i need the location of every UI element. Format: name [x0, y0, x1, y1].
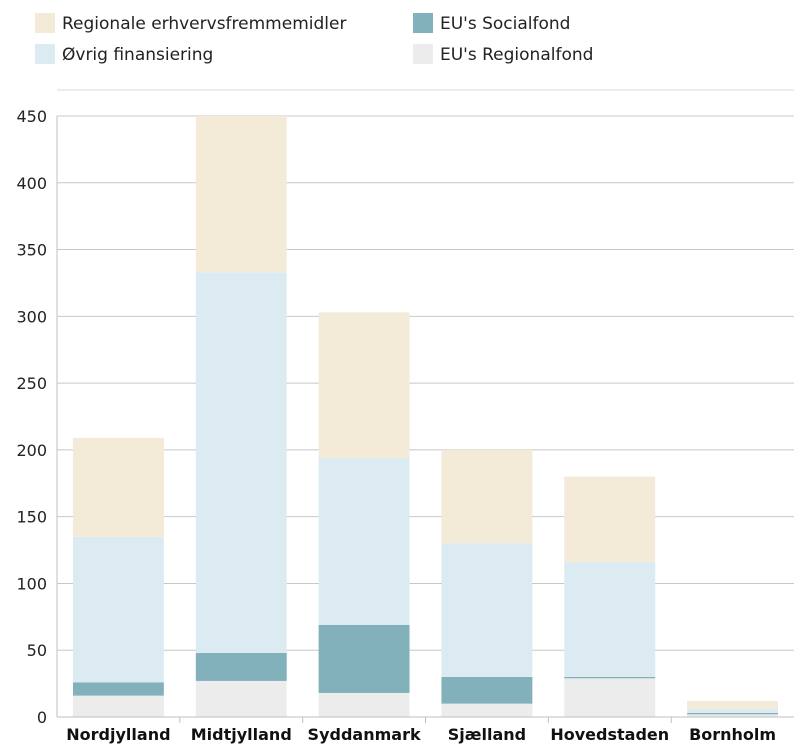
legend: Regionale erhvervsfremmemidler EU's Socia… [35, 13, 593, 65]
y-tick-label: 100 [16, 574, 47, 593]
y-tick-label: 350 [16, 241, 47, 260]
bar-segment-eu-s-regionalfond-bornholm [687, 714, 779, 717]
bar-segment-eu-s-regionalfond-sj-lland [441, 703, 533, 717]
x-tick-label-midtjylland: Midtjylland [191, 725, 292, 744]
bar-segment-vrig-finansiering-hovedstaden [564, 562, 656, 677]
x-tick-label-bornholm: Bornholm [689, 725, 776, 744]
legend-item-vrig-finansiering: Øvrig finansiering [35, 44, 213, 65]
bar-segment-regionale-erhvervsfremmemidler-midtjylland [195, 116, 287, 273]
bar-segment-vrig-finansiering-bornholm [687, 708, 779, 713]
bar-segment-eu-s-socialfond-syddanmark [318, 624, 410, 693]
legend-swatch [35, 44, 55, 64]
x-tick-label-sj-lland: Sjælland [448, 725, 526, 744]
bar-segment-eu-s-socialfond-hovedstaden [564, 676, 656, 679]
y-tick-label: 200 [16, 441, 47, 460]
bar-segment-vrig-finansiering-syddanmark [318, 457, 410, 625]
x-axis-ticks: Nordjylland Midtjylland Syddanmark Sjælland… [66, 717, 776, 744]
bar-segment-regionale-erhvervsfremmemidler-syddanmark [318, 312, 410, 458]
bar-segment-eu-s-regionalfond-nordjylland [72, 695, 164, 717]
legend-swatch [35, 13, 55, 33]
y-tick-label: 300 [16, 307, 47, 326]
bar-segment-vrig-finansiering-sj-lland [441, 543, 533, 677]
axes [56, 116, 794, 718]
bar-segment-regionale-erhvervsfremmemidler-nordjylland [72, 437, 164, 537]
bar-segment-vrig-finansiering-midtjylland [195, 272, 287, 653]
legend-swatch [413, 13, 433, 33]
bar-segment-regionale-erhvervsfremmemidler-hovedstaden [564, 476, 656, 563]
legend-label: EU's Socialfond [440, 14, 570, 34]
bars [72, 116, 779, 717]
legend-swatch [413, 44, 433, 64]
y-tick-label: 0 [37, 708, 47, 727]
bar-segment-eu-s-regionalfond-syddanmark [318, 692, 410, 717]
gridlines [57, 115, 794, 651]
legend-label: Øvrig finansiering [62, 45, 213, 65]
y-tick-label: 250 [16, 374, 47, 393]
bar-segment-eu-s-socialfond-nordjylland [72, 682, 164, 696]
bar-segment-eu-s-regionalfond-hovedstaden [564, 678, 656, 717]
x-tick-label-hovedstaden: Hovedstaden [550, 725, 669, 744]
bar-segment-eu-s-regionalfond-midtjylland [195, 680, 287, 717]
bar-segment-regionale-erhvervsfremmemidler-bornholm [687, 700, 779, 709]
legend-item-regionale-erhvervsfremmemidler: Regionale erhvervsfremmemidler [35, 13, 346, 34]
y-tick-label: 400 [16, 174, 47, 193]
legend-item-eu-s-regionalfond: EU's Regionalfond [413, 44, 593, 65]
bar-segment-vrig-finansiering-nordjylland [72, 536, 164, 683]
x-tick-label-nordjylland: Nordjylland [66, 725, 170, 744]
bar-segment-eu-s-socialfond-midtjylland [195, 652, 287, 681]
y-tick-label: 150 [16, 508, 47, 527]
legend-item-eu-s-socialfond: EU's Socialfond [413, 13, 570, 34]
y-tick-label: 50 [27, 641, 47, 660]
x-tick-label-syddanmark: Syddanmark [308, 725, 421, 744]
y-axis-ticks: 0 50 100 150 200 250 300 350 400 450 [16, 107, 47, 727]
bar-segment-regionale-erhvervsfremmemidler-sj-lland [441, 449, 533, 544]
bar-segment-eu-s-socialfond-sj-lland [441, 676, 533, 704]
legend-label: Regionale erhvervsfremmemidler [62, 14, 346, 34]
bar-segment-eu-s-socialfond-bornholm [687, 712, 779, 715]
legend-label: EU's Regionalfond [440, 45, 593, 65]
y-tick-label: 450 [16, 107, 47, 126]
